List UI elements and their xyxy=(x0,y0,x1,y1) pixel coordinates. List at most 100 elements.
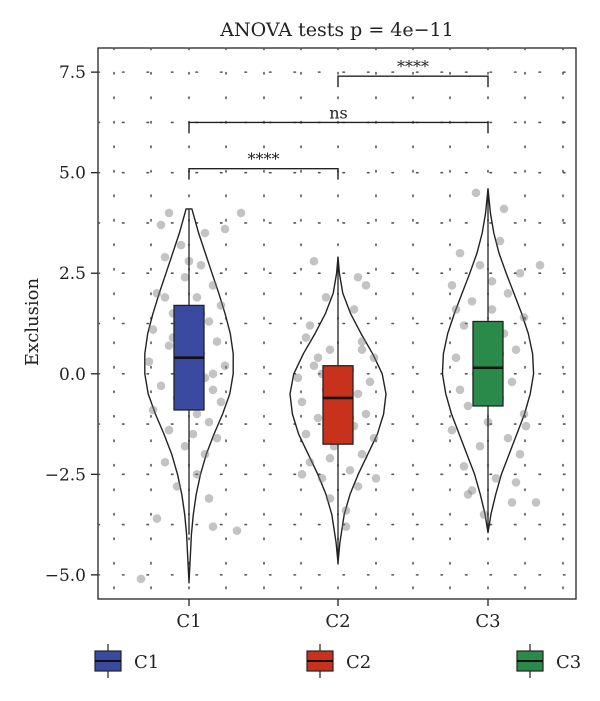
data-point xyxy=(164,208,174,218)
data-point xyxy=(357,337,367,346)
data-point xyxy=(313,353,323,362)
data-point xyxy=(471,188,481,198)
data-point xyxy=(515,268,525,278)
data-point xyxy=(176,240,186,250)
data-point xyxy=(349,305,359,314)
data-point xyxy=(479,510,489,519)
data-point xyxy=(487,305,497,314)
x-tick-label: C3 xyxy=(475,611,500,632)
data-point xyxy=(451,353,461,362)
x-axis: C1 C2 C3 xyxy=(176,599,501,632)
data-point xyxy=(192,293,202,302)
data-point xyxy=(164,425,174,435)
data-point xyxy=(208,385,218,395)
data-point xyxy=(325,494,335,503)
data-point xyxy=(519,313,529,322)
data-point xyxy=(487,276,497,286)
data-point xyxy=(160,457,170,467)
data-point xyxy=(467,486,477,495)
comparison-label: **** xyxy=(248,150,280,169)
data-point xyxy=(495,236,505,246)
data-point xyxy=(172,482,182,491)
data-point xyxy=(156,381,166,391)
data-point xyxy=(200,449,210,459)
x-tick-label: C2 xyxy=(325,611,350,632)
data-point xyxy=(220,361,230,371)
data-point xyxy=(200,228,210,238)
data-point xyxy=(499,204,509,214)
data-point xyxy=(535,260,545,270)
data-point xyxy=(511,345,521,354)
data-point xyxy=(216,301,226,310)
data-point xyxy=(309,256,319,266)
data-point xyxy=(511,478,521,487)
data-point xyxy=(463,401,473,411)
data-point xyxy=(204,417,214,427)
data-point xyxy=(297,397,307,407)
grid xyxy=(97,47,577,600)
data-point xyxy=(180,441,190,451)
data-point xyxy=(144,357,154,367)
comparison-label: **** xyxy=(397,57,429,76)
data-point xyxy=(297,470,307,479)
data-point xyxy=(148,405,158,415)
data-point xyxy=(164,341,174,350)
data-point xyxy=(317,474,327,483)
data-point xyxy=(365,377,375,387)
data-point xyxy=(467,297,477,306)
legend-label: C2 xyxy=(346,652,371,673)
legend-label: C3 xyxy=(556,652,581,673)
boxplots xyxy=(173,188,504,555)
comparison-bracket xyxy=(337,75,489,88)
data-point xyxy=(152,514,162,523)
data-point xyxy=(503,289,513,298)
data-point xyxy=(325,345,335,354)
chart-title: ANOVA tests p = 4e−11 xyxy=(219,19,453,41)
y-tick-label: 2.5 xyxy=(59,264,86,284)
data-point xyxy=(152,289,162,298)
data-point xyxy=(519,409,529,419)
data-point xyxy=(357,345,367,354)
data-point xyxy=(156,220,166,230)
data-point xyxy=(475,441,485,451)
y-tick-label: 5.0 xyxy=(59,164,86,184)
comparison-bracket xyxy=(188,167,339,180)
data-point xyxy=(192,470,202,479)
y-axis-label: Exclusion xyxy=(22,278,43,367)
data-point xyxy=(357,449,367,459)
data-point xyxy=(313,413,323,423)
data-point xyxy=(507,377,517,387)
data-point xyxy=(341,506,351,515)
data-point xyxy=(293,373,303,383)
data-point xyxy=(236,208,246,218)
data-point xyxy=(369,433,379,443)
comparison-label: ns xyxy=(329,103,348,122)
data-point xyxy=(361,409,371,419)
y-tick-label: 0.0 xyxy=(59,365,86,385)
data-point xyxy=(208,369,218,379)
data-point xyxy=(220,224,230,234)
data-point xyxy=(503,433,513,443)
box-c2 xyxy=(322,365,354,445)
y-tick-label: −2.5 xyxy=(45,465,86,485)
data-point xyxy=(232,526,242,535)
data-point xyxy=(447,280,457,290)
data-point xyxy=(208,522,218,531)
data-point xyxy=(521,421,531,431)
data-point xyxy=(515,449,525,459)
data-point xyxy=(447,425,457,435)
data-point xyxy=(491,474,501,483)
data-point xyxy=(361,280,371,290)
data-point xyxy=(204,317,214,326)
data-point xyxy=(160,252,170,262)
data-point xyxy=(353,482,363,491)
data-point xyxy=(212,337,222,346)
data-point xyxy=(325,453,335,463)
data-point xyxy=(455,248,465,258)
x-tick-label: C1 xyxy=(176,611,201,632)
data-point xyxy=(305,321,315,330)
data-point xyxy=(208,280,218,290)
data-point xyxy=(371,474,381,483)
data-point xyxy=(321,293,331,302)
